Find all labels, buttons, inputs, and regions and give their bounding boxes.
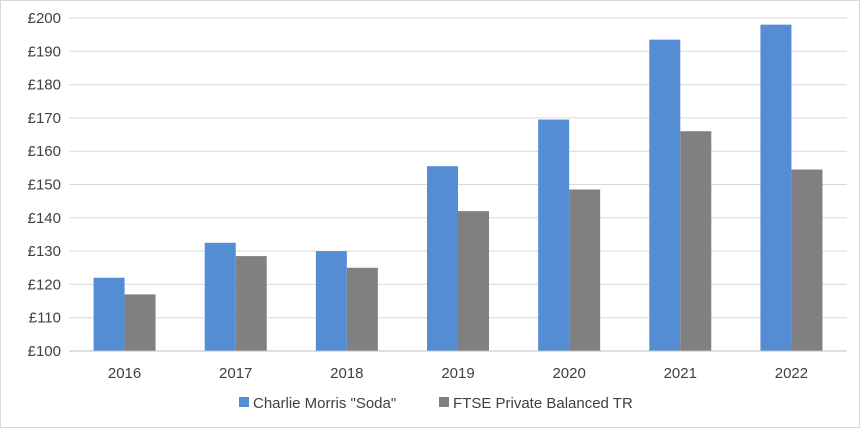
x-tick-label: 2018 [330, 365, 363, 382]
bar-soda-2022 [760, 24, 792, 351]
legend-swatch-ftse [439, 397, 449, 407]
bar-soda-2017 [204, 242, 236, 351]
y-tick-label: £200 [28, 10, 61, 27]
bar-ftse-2016 [124, 294, 156, 351]
y-tick-label: £160 [28, 143, 61, 160]
y-tick-label: £170 [28, 110, 61, 127]
legend-swatch-soda [239, 397, 249, 407]
bar-soda-2019 [427, 166, 458, 351]
bar-ftse-2019 [458, 211, 489, 351]
x-tick-label: 2019 [441, 365, 474, 382]
bar-soda-2016 [93, 277, 125, 351]
bar-ftse-2022 [791, 169, 823, 351]
y-tick-label: £150 [28, 177, 61, 194]
bar-ftse-2018 [346, 267, 378, 351]
x-tick-label: 2020 [552, 365, 585, 382]
y-tick-label: £120 [28, 276, 61, 293]
legend: Charlie Morris "Soda" FTSE Private Balanc… [239, 395, 633, 412]
y-tick-label: £110 [29, 310, 61, 327]
bar-soda-2018 [315, 251, 347, 351]
legend-label-soda: Charlie Morris "Soda" [253, 395, 396, 412]
y-tick-label: £100 [28, 343, 61, 360]
bar-ftse-2021 [680, 131, 712, 351]
y-tick-label: £130 [28, 243, 61, 260]
x-tick-label: 2016 [108, 365, 141, 382]
legend-label-ftse: FTSE Private Balanced TR [453, 395, 633, 412]
x-tick-label: 2017 [219, 365, 252, 382]
y-tick-label: £190 [28, 43, 61, 60]
x-axis: 2016 2017 2018 2019 2020 2021 2022 [108, 365, 808, 382]
y-axis: £100 £110 £120 £130 £140 £150 £160 £170 £180 £190… [28, 10, 61, 360]
x-tick-label: 2022 [775, 365, 808, 382]
y-tick-label: £180 [28, 77, 61, 94]
y-tick-label: £140 [28, 210, 61, 227]
bar-soda-2021 [649, 39, 681, 352]
bar-ftse-2017 [235, 256, 267, 351]
x-tick-label: 2021 [664, 365, 697, 382]
bar-soda-2020 [538, 119, 570, 351]
bars [93, 24, 823, 352]
bar-ftse-2020 [569, 189, 601, 351]
